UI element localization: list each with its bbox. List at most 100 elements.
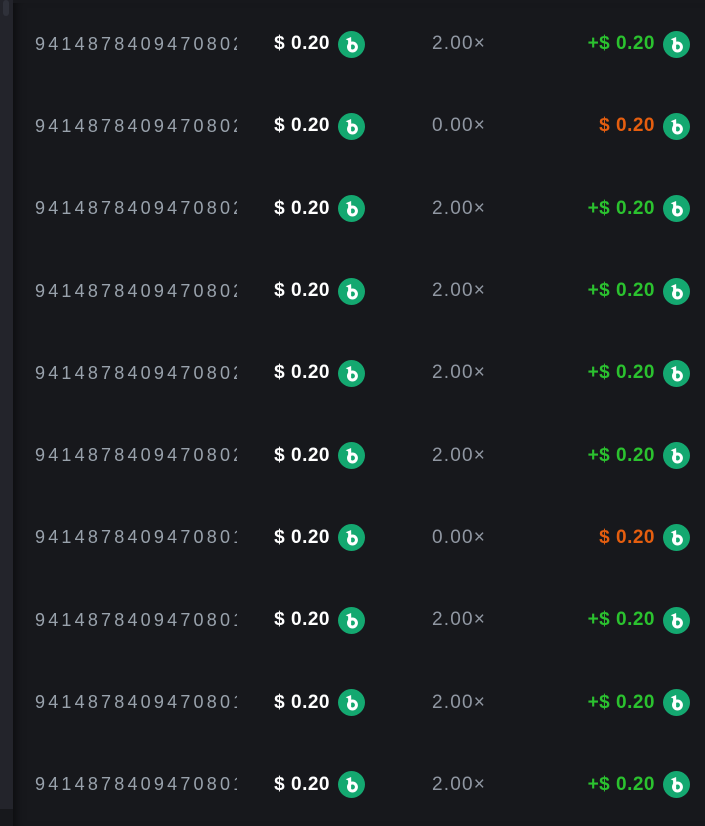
bet-row[interactable]: 9414878409470801 $ 0.20 2.00× +$ 0.20: [13, 579, 705, 661]
bet-id-text: 9414878409470801: [35, 774, 237, 795]
bet-payout: $ 0.20: [599, 115, 655, 137]
bet-amount: $ 0.20: [274, 526, 330, 548]
coin-icon: [338, 689, 365, 717]
bet-multiplier-cell: 2.00×: [365, 774, 535, 796]
bet-id-text: 9414878409470802: [35, 33, 237, 54]
coin-icon: [338, 524, 365, 552]
bet-payout-cell: $ 0.20: [535, 524, 690, 552]
bet-amount-cell: $ 0.20: [243, 195, 365, 223]
coin-icon: [338, 277, 365, 305]
coin-icon: [338, 195, 365, 223]
bet-id-text: 9414878409470801: [35, 692, 237, 713]
bet-multiplier-cell: 2.00×: [365, 609, 535, 631]
bet-id: 9414878409470802: [35, 34, 237, 55]
bet-payout: +$ 0.20: [587, 33, 655, 55]
coin-icon: [663, 606, 690, 634]
bet-multiplier-cell: 2.00×: [365, 362, 535, 384]
coin-icon: [663, 30, 690, 58]
bet-payout-cell: +$ 0.20: [535, 771, 690, 799]
bets-table: 9414878409470802 $ 0.20 2.00× +$ 0.20: [13, 3, 705, 826]
bet-row[interactable]: 9414878409470802 $ 0.20 2.00× +$ 0.20: [13, 168, 705, 250]
bet-multiplier-cell: 2.00×: [365, 33, 535, 55]
bet-id-text: 9414878409470802: [35, 115, 237, 136]
bet-multiplier-cell: 2.00×: [365, 280, 535, 302]
coin-icon: [338, 112, 365, 140]
bet-id-text: 9414878409470802: [35, 362, 237, 383]
bet-id-text: 9414878409470802: [35, 198, 237, 219]
bet-amount-cell: $ 0.20: [243, 277, 365, 305]
bet-id-text: 9414878409470802: [35, 445, 237, 466]
bet-amount: $ 0.20: [274, 33, 330, 55]
coin-icon: [663, 359, 690, 387]
bet-id: 9414878409470802: [35, 198, 237, 219]
bet-id: 9414878409470802: [35, 281, 237, 302]
coin-icon: [663, 112, 690, 140]
bet-payout-cell: +$ 0.20: [535, 359, 690, 387]
bet-id: 9414878409470802: [35, 116, 237, 137]
bet-row[interactable]: 9414878409470802 $ 0.20 2.00× +$ 0.20: [13, 250, 705, 332]
coin-icon: [663, 442, 690, 470]
bet-payout: +$ 0.20: [587, 609, 655, 631]
bet-multiplier-cell: 2.00×: [365, 445, 535, 467]
bet-multiplier: 2.00×: [431, 33, 487, 55]
coin-icon: [338, 30, 365, 58]
scrollbar-thumb[interactable]: [3, 0, 9, 16]
bet-multiplier: 2.00×: [431, 444, 487, 466]
left-gutter: [0, 0, 13, 809]
bet-id: 9414878409470801: [35, 692, 237, 713]
bet-amount-cell: $ 0.20: [243, 689, 365, 717]
bet-payout: +$ 0.20: [587, 444, 655, 466]
bet-id-text: 9414878409470801: [35, 527, 237, 548]
bet-amount-cell: $ 0.20: [243, 112, 365, 140]
bet-row[interactable]: 9414878409470801 $ 0.20 2.00× +$ 0.20: [13, 744, 705, 826]
bet-multiplier: 2.00×: [431, 197, 487, 219]
bet-amount: $ 0.20: [274, 444, 330, 466]
coin-icon: [338, 606, 365, 634]
bet-id: 9414878409470801: [35, 774, 237, 795]
coin-icon: [663, 771, 690, 799]
coin-icon: [663, 277, 690, 305]
bet-id: 9414878409470802: [35, 363, 237, 384]
bet-payout: $ 0.20: [599, 526, 655, 548]
bet-payout-cell: $ 0.20: [535, 112, 690, 140]
bet-multiplier-cell: 0.00×: [365, 527, 535, 549]
bet-id: 9414878409470802: [35, 445, 237, 466]
bet-payout-cell: +$ 0.20: [535, 442, 690, 470]
bet-row[interactable]: 9414878409470802 $ 0.20 2.00× +$ 0.20: [13, 3, 705, 85]
bet-row[interactable]: 9414878409470802 $ 0.20 2.00× +$ 0.20: [13, 332, 705, 414]
bet-row[interactable]: 9414878409470801 $ 0.20 0.00× $ 0.20: [13, 497, 705, 579]
bet-payout-cell: +$ 0.20: [535, 689, 690, 717]
bet-amount-cell: $ 0.20: [243, 30, 365, 58]
bet-payout: +$ 0.20: [587, 197, 655, 219]
bet-payout: +$ 0.20: [587, 691, 655, 713]
bet-id-text: 9414878409470801: [35, 609, 237, 630]
coin-icon: [663, 689, 690, 717]
bet-amount-cell: $ 0.20: [243, 771, 365, 799]
bet-row[interactable]: 9414878409470802 $ 0.20 2.00× +$ 0.20: [13, 414, 705, 496]
bet-amount: $ 0.20: [274, 362, 330, 384]
bet-id: 9414878409470801: [35, 610, 237, 631]
bet-row[interactable]: 9414878409470801 $ 0.20 2.00× +$ 0.20: [13, 661, 705, 743]
coin-icon: [663, 524, 690, 552]
coin-icon: [338, 771, 365, 799]
bet-payout-cell: +$ 0.20: [535, 606, 690, 634]
bet-amount: $ 0.20: [274, 691, 330, 713]
bet-multiplier-cell: 2.00×: [365, 198, 535, 220]
bet-payout-cell: +$ 0.20: [535, 30, 690, 58]
bet-payout: +$ 0.20: [587, 773, 655, 795]
coin-icon: [338, 442, 365, 470]
bet-amount-cell: $ 0.20: [243, 359, 365, 387]
bet-payout-cell: +$ 0.20: [535, 277, 690, 305]
bet-multiplier: 2.00×: [431, 280, 487, 302]
bet-payout: +$ 0.20: [587, 280, 655, 302]
bet-amount: $ 0.20: [274, 115, 330, 137]
bet-multiplier: 2.00×: [431, 773, 487, 795]
bet-payout: +$ 0.20: [587, 362, 655, 384]
bet-amount-cell: $ 0.20: [243, 524, 365, 552]
bet-multiplier: 0.00×: [431, 115, 487, 137]
bet-row[interactable]: 9414878409470802 $ 0.20 0.00× $ 0.20: [13, 85, 705, 167]
bet-id-text: 9414878409470802: [35, 280, 237, 301]
bet-amount: $ 0.20: [274, 197, 330, 219]
bet-amount-cell: $ 0.20: [243, 442, 365, 470]
bet-amount: $ 0.20: [274, 773, 330, 795]
